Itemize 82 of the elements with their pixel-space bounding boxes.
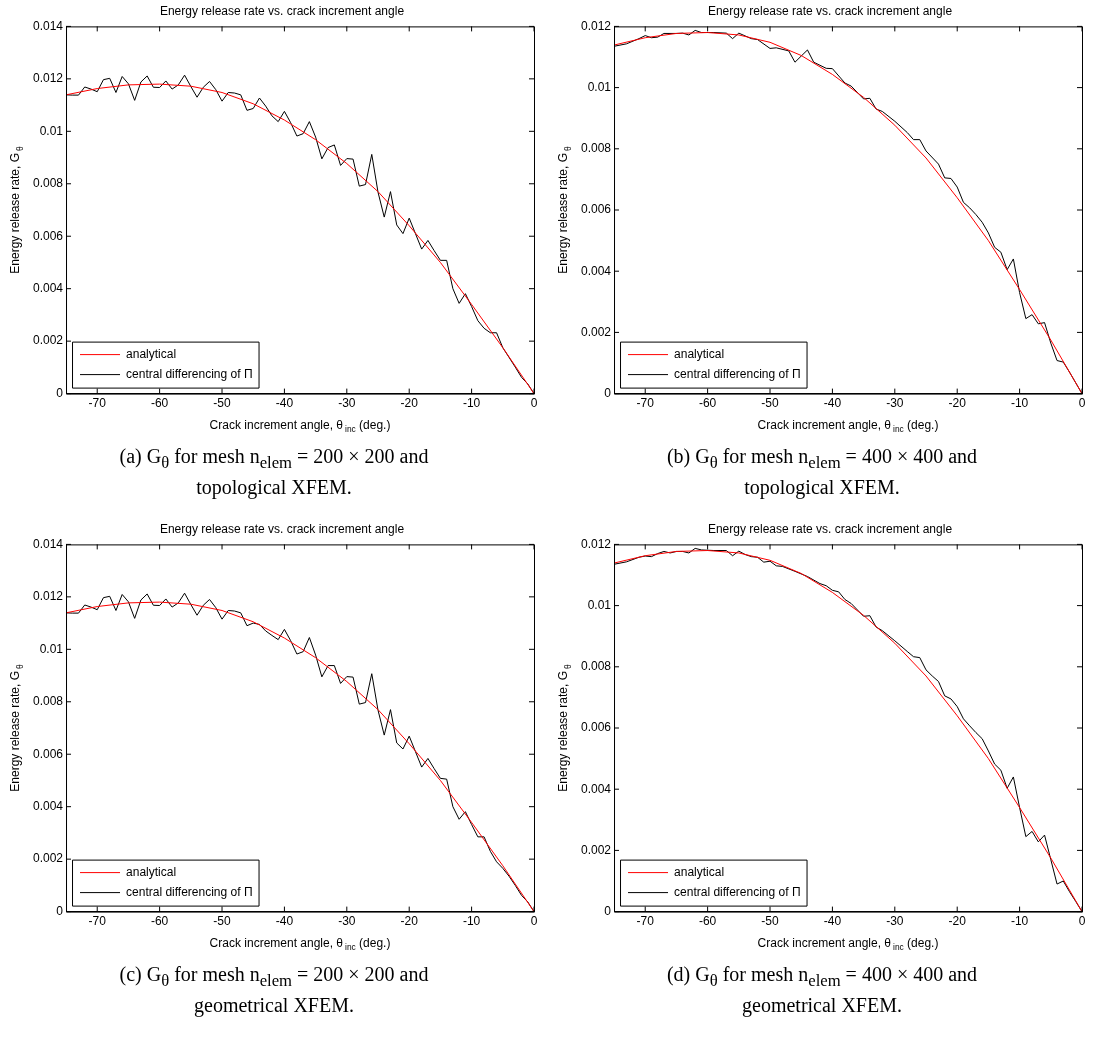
y-tick-label: 0.008 — [581, 659, 612, 674]
y-axis-title: Energy release rate, Gθ — [556, 145, 573, 274]
legend-label: analytical — [126, 346, 177, 361]
x-tick-label: -30 — [886, 914, 904, 929]
x-tick-label: -10 — [1010, 396, 1029, 411]
x-tick-label: -70 — [88, 396, 107, 411]
y-tick-label: 0.012 — [33, 71, 64, 86]
y-tick-label: 0 — [56, 385, 64, 400]
x-tick-label: -60 — [698, 914, 717, 929]
legend-label: analytical — [126, 864, 177, 879]
y-tick-label: 0.01 — [587, 597, 612, 612]
y-tick-label: 0.01 — [587, 79, 612, 94]
x-tick-label: -40 — [275, 914, 294, 929]
x-tick-label: -40 — [823, 914, 842, 929]
x-tick-label: -20 — [948, 914, 967, 929]
y-tick-label: 0.006 — [581, 202, 612, 217]
y-tick-label: 0.006 — [33, 746, 64, 761]
y-tick-label: 0.006 — [581, 720, 612, 735]
x-tick-label: -10 — [462, 914, 481, 929]
x-tick-label: -50 — [213, 914, 232, 929]
y-tick-label: 0.004 — [581, 781, 612, 796]
legend-label: central differencing of Π — [126, 366, 253, 381]
legend-label: central differencing of Π — [126, 884, 253, 899]
y-tick-label: 0.004 — [581, 263, 612, 278]
y-tick-label: 0.014 — [33, 536, 64, 551]
text: (d) G$_{θ}$ for mesh n$_{elem}$ = 400 × 400 and geometrical XFEM. — [665, 962, 979, 1017]
y-tick-label: 0.002 — [33, 851, 64, 866]
y-tick-label: 0.002 — [33, 333, 64, 348]
x-tick-label: -70 — [88, 914, 107, 929]
x-tick-label: -50 — [213, 396, 232, 411]
y-tick-label: 0.014 — [33, 18, 64, 33]
y-tick-label: 0 — [56, 903, 64, 918]
y-axis-title: Energy release rate, Gθ — [8, 145, 25, 274]
x-tick-label: -50 — [761, 396, 780, 411]
x-tick-label: -40 — [823, 396, 842, 411]
x-tick-label: -30 — [338, 396, 356, 411]
y-axis-title: Energy release rate, Gθ — [556, 663, 573, 792]
x-tick-label: 0 — [530, 914, 538, 929]
x-tick-label: -60 — [150, 396, 169, 411]
y-tick-label: 0.012 — [33, 589, 64, 604]
x-tick-label: 0 — [530, 396, 538, 411]
legend-label: analytical — [674, 346, 725, 361]
x-tick-label: -60 — [698, 396, 717, 411]
x-tick-label: -70 — [636, 396, 655, 411]
x-tick-label: -20 — [948, 396, 967, 411]
y-tick-label: 0.002 — [581, 324, 612, 339]
x-tick-label: -20 — [400, 914, 419, 929]
y-tick-label: 0.012 — [581, 18, 612, 33]
chart-title: Energy release rate vs. crack increment angle — [159, 3, 405, 18]
text: (b) G$_{θ}$ for mesh n$_{elem}$ = 400 × 400 and topological XFEM. — [665, 444, 979, 499]
y-tick-label: 0.004 — [33, 799, 64, 813]
y-tick-label: 0.012 — [581, 536, 612, 551]
x-tick-label: -60 — [150, 914, 169, 929]
y-tick-label: 0.004 — [33, 281, 64, 295]
chart-title: Energy release rate vs. crack increment angle — [159, 521, 405, 536]
x-tick-label: -10 — [462, 396, 481, 411]
y-tick-label: 0.008 — [581, 141, 612, 156]
y-tick-label: 0 — [604, 385, 612, 400]
y-tick-label: 0.01 — [39, 123, 64, 138]
x-tick-label: -40 — [275, 396, 294, 411]
x-tick-label: -70 — [636, 914, 655, 929]
text: (a) G$_{θ}$ for mesh n$_{elem}$ = 200 × 200 and topological XFEM. — [118, 444, 430, 499]
y-tick-label: 0.008 — [33, 694, 64, 709]
y-axis-title: Energy release rate, Gθ — [8, 663, 25, 792]
x-tick-label: 0 — [1078, 396, 1086, 411]
y-tick-label: 0.01 — [39, 641, 64, 656]
legend-label: central differencing of Π — [674, 884, 801, 899]
text: (c) G$_{θ}$ for mesh n$_{elem}$ = 200 × 200 and geometrical XFEM. — [118, 962, 430, 1017]
x-tick-label: -50 — [761, 914, 780, 929]
x-tick-label: -10 — [1010, 914, 1029, 929]
chart-title: Energy release rate vs. crack increment angle — [707, 521, 953, 536]
y-tick-label: 0.002 — [581, 842, 612, 857]
y-tick-label: 0 — [604, 903, 612, 918]
legend-label: analytical — [674, 864, 725, 879]
x-tick-label: -20 — [400, 396, 419, 411]
chart-title: Energy release rate vs. crack increment angle — [707, 3, 953, 18]
y-tick-label: 0.006 — [33, 228, 64, 243]
x-tick-label: -30 — [338, 914, 356, 929]
x-tick-label: -30 — [886, 396, 904, 411]
x-tick-label: 0 — [1078, 914, 1086, 929]
y-tick-label: 0.008 — [33, 176, 64, 191]
legend-label: central differencing of Π — [674, 366, 801, 381]
